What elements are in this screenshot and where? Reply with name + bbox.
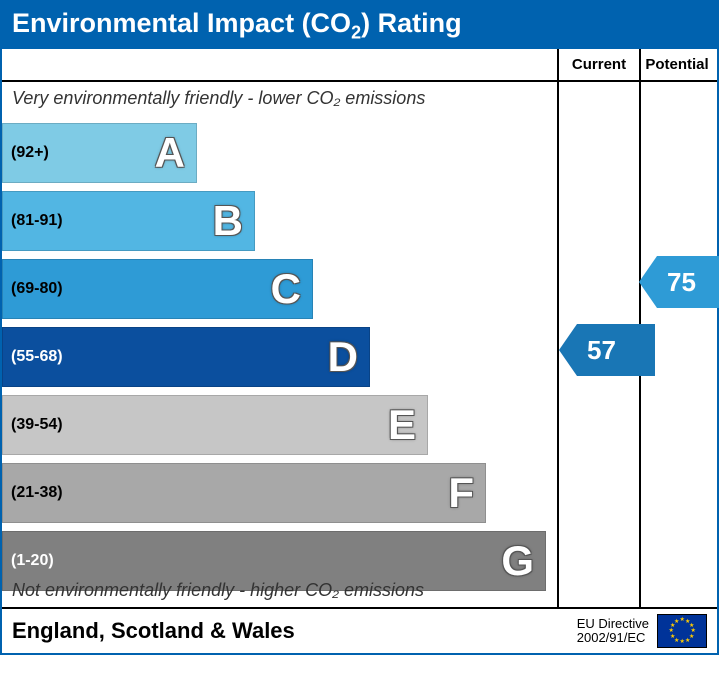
rating-current-badge: 57 <box>559 324 655 376</box>
band-range-c: (69-80) <box>11 280 63 298</box>
band-letter-f: F <box>448 469 475 517</box>
band-bar-d: (55-68) D <box>2 327 370 387</box>
title-text-before: Environmental Impact (CO <box>12 8 351 38</box>
band-range-g: (1-20) <box>11 552 54 570</box>
header-current: Current <box>559 49 639 82</box>
rating-current-value: 57 <box>587 335 616 366</box>
eu-block: EU Directive 2002/91/EC ★★★★★★★★★★★★ <box>577 614 707 648</box>
band-letter-e: E <box>388 401 417 449</box>
star-icon: ★ <box>674 619 679 624</box>
star-icon: ★ <box>680 639 685 644</box>
note-top: Very environmentally friendly - lower CO… <box>2 82 557 115</box>
bars-area: (92+) A (81-91) B (69-80) C (55-68) D (39-54) E (2… <box>2 123 557 591</box>
header-spacer <box>2 49 557 82</box>
band-row-a: (92+) A <box>2 123 557 183</box>
band-letter-a: A <box>155 129 186 177</box>
star-icon: ★ <box>670 634 675 639</box>
region-label: England, Scotland & Wales <box>12 618 295 644</box>
star-icon: ★ <box>680 617 685 622</box>
eu-line2: 2002/91/EC <box>577 631 649 645</box>
band-row-b: (81-91) B <box>2 191 557 251</box>
band-range-d: (55-68) <box>11 348 63 366</box>
eir-chart: Environmental Impact (CO2) Rating Very e… <box>0 0 719 655</box>
bands-column: Very environmentally friendly - lower CO… <box>2 49 557 607</box>
band-bar-c: (69-80) C <box>2 259 313 319</box>
band-letter-d: D <box>328 333 359 381</box>
band-bar-b: (81-91) B <box>2 191 255 251</box>
title-text-after: ) Rating <box>361 8 462 38</box>
band-range-a: (92+) <box>11 144 49 162</box>
band-range-b: (81-91) <box>11 212 63 230</box>
band-range-f: (21-38) <box>11 484 63 502</box>
band-row-f: (21-38) F <box>2 463 557 523</box>
star-icon: ★ <box>691 628 696 633</box>
star-icon: ★ <box>669 628 674 633</box>
band-row-c: (69-80) C <box>2 259 557 319</box>
band-bar-f: (21-38) F <box>2 463 486 523</box>
rating-potential-value: 75 <box>667 267 696 298</box>
band-letter-b: B <box>213 197 244 245</box>
arrow-left-icon <box>639 256 657 308</box>
eu-flag-icon: ★★★★★★★★★★★★ <box>657 614 707 648</box>
title-bar: Environmental Impact (CO2) Rating <box>2 2 717 49</box>
band-letter-c: C <box>271 265 302 313</box>
band-row-e: (39-54) E <box>2 395 557 455</box>
band-bar-e: (39-54) E <box>2 395 428 455</box>
band-range-e: (39-54) <box>11 416 63 434</box>
header-potential: Potential <box>637 49 717 82</box>
band-bar-a: (92+) A <box>2 123 197 183</box>
region-strip: England, Scotland & Wales EU Directive 2… <box>2 607 717 653</box>
rating-potential-badge: 75 <box>639 256 719 308</box>
star-icon: ★ <box>685 638 690 643</box>
arrow-left-icon <box>559 324 577 376</box>
note-bottom: Not environmentally friendly - higher CO… <box>2 574 557 607</box>
eu-line1: EU Directive <box>577 617 649 631</box>
title-sub: 2 <box>351 22 361 42</box>
eu-text: EU Directive 2002/91/EC <box>577 617 649 645</box>
grid: Very environmentally friendly - lower CO… <box>2 49 717 607</box>
band-row-d: (55-68) D <box>2 327 557 387</box>
